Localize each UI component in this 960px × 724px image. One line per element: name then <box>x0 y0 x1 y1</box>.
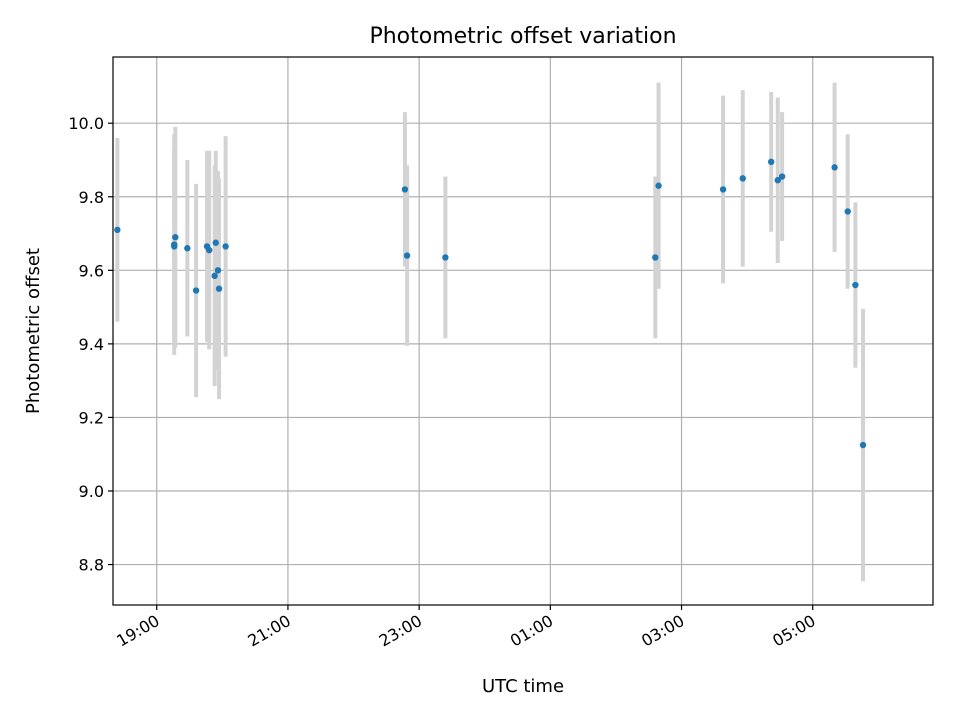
y-tick-label: 9.4 <box>79 335 104 354</box>
data-point <box>114 226 121 234</box>
x-tick-label: 01:00 <box>507 611 556 651</box>
y-tick-label: 9.2 <box>79 408 104 427</box>
plot-frame <box>112 56 934 606</box>
data-point <box>831 164 838 171</box>
x-tick-label: 21:00 <box>245 611 294 651</box>
y-tick-label: 9.6 <box>79 261 104 280</box>
y-axis-label: Photometric offset <box>23 248 44 414</box>
data-point <box>852 281 859 289</box>
data-point <box>172 234 179 241</box>
data-point <box>739 175 746 182</box>
data-point <box>184 245 191 252</box>
data-point <box>192 287 200 294</box>
data-point <box>215 285 223 292</box>
x-tick-label: 03:00 <box>638 611 687 651</box>
data-point <box>401 186 409 193</box>
data-point <box>719 186 727 193</box>
y-tick-label: 10.0 <box>68 114 104 133</box>
data-point <box>222 243 229 250</box>
data-point <box>652 254 659 261</box>
x-axis-label: UTC time <box>482 676 564 697</box>
data-point <box>403 252 411 259</box>
data-point <box>844 208 851 215</box>
x-tick-label: 23:00 <box>376 611 425 651</box>
data-point <box>171 241 178 248</box>
data-point <box>859 441 867 449</box>
errorbar-layer <box>115 82 866 582</box>
grid-layer <box>113 57 933 605</box>
data-point <box>214 267 222 274</box>
y-tick-label: 8.8 <box>79 556 104 575</box>
y-tick-label: 9.0 <box>79 482 104 501</box>
data-point <box>212 239 219 246</box>
data-point <box>211 272 218 280</box>
data-point <box>206 246 213 254</box>
y-tick-label: 9.8 <box>79 188 104 207</box>
x-tick-label: 05:00 <box>769 611 818 651</box>
data-point <box>778 173 786 180</box>
data-point <box>774 177 781 184</box>
chart-title: Photometric offset variation <box>369 24 676 49</box>
data-point <box>767 158 775 166</box>
data-point <box>442 254 449 261</box>
data-point <box>655 182 662 189</box>
x-tick-label: 19:00 <box>113 611 162 651</box>
point-layer <box>114 158 867 449</box>
